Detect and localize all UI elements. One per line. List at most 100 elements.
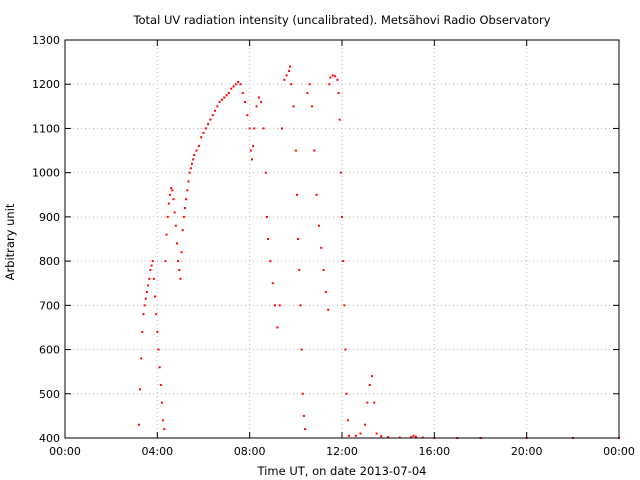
data-point <box>147 284 150 287</box>
data-point <box>189 167 192 170</box>
x-tick-label: 04:00 <box>141 445 173 458</box>
data-point <box>278 304 281 307</box>
uv-intensity-series <box>137 65 620 439</box>
data-point <box>190 162 193 165</box>
data-point <box>239 83 242 86</box>
data-point <box>280 127 283 130</box>
data-point <box>310 105 313 108</box>
data-point <box>188 171 191 174</box>
data-point <box>175 242 178 245</box>
data-point <box>216 105 219 108</box>
y-tick-label: 1000 <box>32 167 60 180</box>
data-point <box>271 282 274 285</box>
data-point <box>192 158 195 161</box>
data-point <box>250 158 253 161</box>
data-point <box>375 432 378 435</box>
data-point <box>149 268 152 271</box>
data-point <box>364 423 367 426</box>
data-point <box>317 224 320 227</box>
data-point <box>255 105 258 108</box>
data-point <box>337 92 340 95</box>
data-point <box>260 100 263 103</box>
data-point <box>285 74 288 77</box>
data-point <box>257 96 260 99</box>
data-point <box>244 100 247 103</box>
data-point <box>207 123 210 126</box>
data-point <box>308 83 311 86</box>
data-point <box>290 83 293 86</box>
data-point <box>220 98 223 101</box>
data-point <box>167 202 170 205</box>
data-point <box>343 304 346 307</box>
data-point <box>230 87 233 90</box>
x-tick-label: 00:00 <box>49 445 81 458</box>
data-point <box>342 260 345 263</box>
data-point <box>144 297 147 300</box>
data-point <box>232 85 235 88</box>
data-point <box>346 419 349 422</box>
data-point <box>202 131 205 134</box>
plot-frame <box>64 39 620 439</box>
y-tick-label: 1300 <box>32 34 60 47</box>
data-point <box>182 215 185 218</box>
data-point <box>154 295 157 298</box>
data-point <box>241 92 244 95</box>
data-point <box>252 145 255 148</box>
data-point <box>324 291 327 294</box>
data-point <box>209 118 212 121</box>
data-point <box>139 388 142 391</box>
data-point <box>211 114 214 117</box>
data-point <box>380 435 383 438</box>
data-point <box>262 127 265 130</box>
data-point <box>304 428 307 431</box>
grid-lines <box>65 40 619 438</box>
data-point <box>173 211 176 214</box>
data-point <box>195 149 198 152</box>
data-point <box>165 233 168 236</box>
data-point <box>302 414 305 417</box>
data-point <box>410 436 413 439</box>
data-point <box>327 308 330 311</box>
data-point <box>299 304 302 307</box>
data-point <box>313 149 316 152</box>
data-point <box>274 304 277 307</box>
data-point <box>145 291 148 294</box>
x-axis-label: Time UT, on date 2013-07-04 <box>257 464 427 478</box>
data-point <box>148 277 151 280</box>
data-point <box>300 348 303 351</box>
x-tick-label: 00:00 <box>603 445 635 458</box>
data-point <box>137 423 140 426</box>
data-point <box>172 198 175 201</box>
data-point <box>164 260 167 263</box>
data-point <box>159 383 162 386</box>
data-point <box>294 149 297 152</box>
data-point <box>269 260 272 263</box>
data-point <box>306 92 309 95</box>
data-point <box>253 127 256 130</box>
y-tick-label: 500 <box>39 388 60 401</box>
data-point <box>150 264 153 267</box>
data-point <box>265 215 268 218</box>
data-point <box>181 229 184 232</box>
data-point <box>200 136 203 139</box>
data-point <box>186 189 189 192</box>
data-point <box>151 260 154 263</box>
data-point <box>366 401 369 404</box>
data-point <box>341 215 343 218</box>
data-point <box>160 401 163 404</box>
data-point <box>295 193 298 196</box>
data-point <box>359 432 362 435</box>
data-point <box>331 74 334 77</box>
data-point <box>157 348 160 351</box>
data-point <box>223 96 226 99</box>
data-point <box>171 189 174 192</box>
data-point <box>218 100 221 103</box>
data-point <box>166 215 169 218</box>
data-point <box>184 207 187 210</box>
data-point <box>344 348 347 351</box>
data-point <box>193 153 196 156</box>
data-point <box>234 83 237 86</box>
data-point <box>267 238 270 240</box>
data-point <box>249 149 252 152</box>
data-point <box>158 366 161 369</box>
